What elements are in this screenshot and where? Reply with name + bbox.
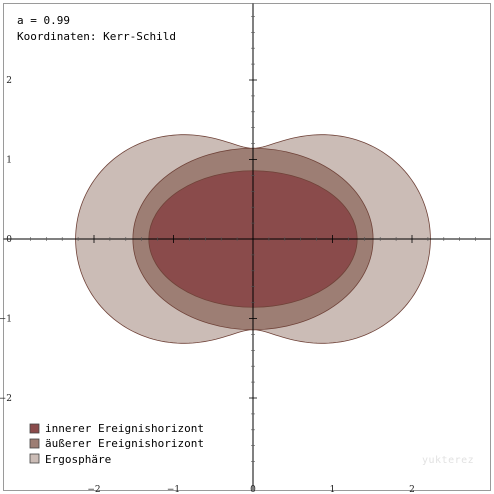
legend-item-outer-horizon: äußerer Ereignishorizont: [29, 437, 204, 450]
x-tick-label: 2: [409, 485, 415, 494]
legend-item-inner-horizon: innerer Ereignishorizont: [29, 422, 204, 435]
x-tick-label: −1: [167, 485, 180, 494]
legend: innerer Ereignishorizont äußerer Ereigni…: [29, 422, 204, 466]
x-tick-label: 0: [250, 485, 256, 494]
y-tick-label: −2: [0, 394, 12, 404]
legend-swatch-inner-horizon: [29, 423, 40, 434]
watermark: yukterez: [422, 455, 474, 466]
axes-layer: −2 −1 0 1 2 2 1 0 −1 −2: [0, 3, 491, 494]
y-tick-label: 1: [6, 156, 12, 166]
spin-parameter-label: a = 0.99: [17, 14, 70, 27]
legend-label-ergosphere: Ergosphäre: [45, 453, 111, 466]
legend-label-inner-horizon: innerer Ereignishorizont: [45, 422, 204, 435]
legend-swatch-ergosphere: [29, 453, 40, 464]
y-tick-label: 0: [6, 235, 12, 245]
legend-item-ergosphere: Ergosphäre: [29, 453, 111, 466]
legend-label-outer-horizon: äußerer Ereignishorizont: [45, 437, 204, 450]
y-tick-label: 2: [6, 76, 12, 86]
y-tick-label: −1: [0, 315, 12, 325]
coordinate-system-label: Koordinaten: Kerr-Schild: [17, 30, 176, 43]
x-tick-label: −2: [87, 485, 100, 494]
x-tick-label: 1: [330, 485, 336, 494]
frame-border: [3, 3, 491, 491]
legend-swatch-outer-horizon: [29, 438, 40, 449]
